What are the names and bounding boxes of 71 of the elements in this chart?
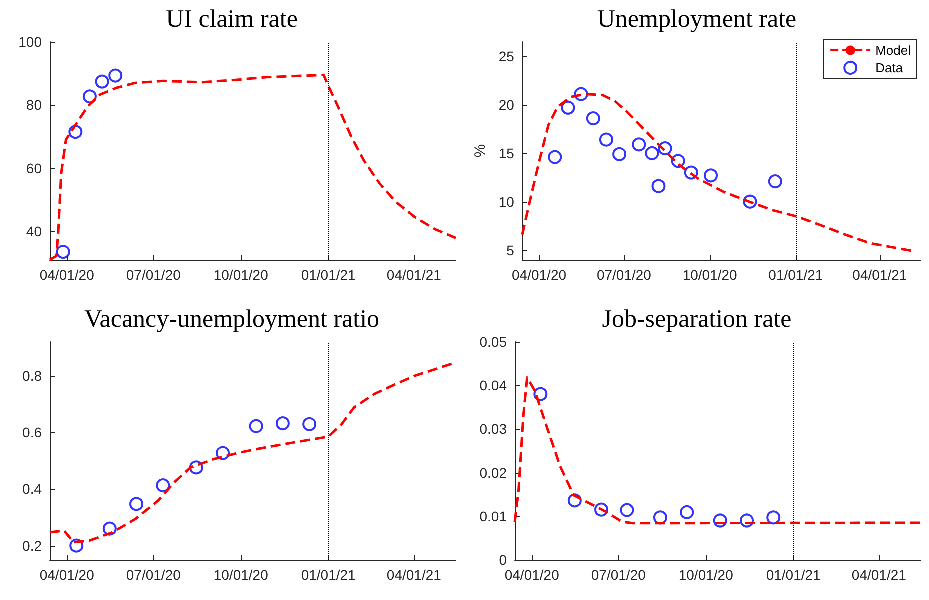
y-tick-label: 0.2 [22,538,42,554]
x-tick-label: 10/01/20 [214,567,269,583]
x-tick-label: 04/01/21 [852,567,907,583]
y-tick-label: 60 [26,160,42,176]
y-tick-label: 0.01 [480,508,508,524]
point [534,387,548,402]
x-tick-label: 04/01/21 [852,267,908,283]
point [302,417,317,432]
y-tick-label: 0.05 [480,334,508,350]
point [704,168,718,183]
point [612,147,627,162]
y-tick-label: 80 [26,97,42,114]
point [276,416,290,431]
y-tick-label: 10 [498,194,515,210]
x-tick-label: 07/01/20 [591,567,646,583]
y-tick-label: 15 [498,145,515,162]
point [645,146,660,160]
point [95,74,110,89]
y-tick-label: 5 [506,242,515,258]
legend-label: Data [876,60,904,76]
y-tick-label: 0 [499,552,508,568]
x-tick-label: 04/01/20 [504,567,560,583]
x-tick-label: 04/01/20 [40,567,95,583]
x-tick-label: 04/01/21 [386,267,442,283]
chart-title: UI claim rate [166,6,298,33]
point [766,510,781,525]
y-axis-title: % [472,144,489,158]
point [632,138,646,152]
point [108,68,123,83]
point [586,112,600,126]
x-tick-label: 01/01/21 [766,567,822,583]
x-tick-label: 10/01/20 [678,567,734,583]
y-tick-label: 0.03 [480,421,508,438]
y-tick-label: 0.4 [22,481,42,498]
x-tick-label: 07/01/20 [126,267,182,283]
x-tick-label: 07/01/20 [126,567,182,583]
point [548,150,562,164]
point [561,100,576,115]
x-tick-label: 07/01/20 [596,267,652,283]
point [768,174,782,189]
y-tick-label: 40 [26,224,42,240]
y-tick-label: 0.8 [22,368,42,384]
x-tick-label: 10/01/20 [214,267,269,283]
point [620,503,634,518]
x-tick-label: 04/01/21 [386,567,442,583]
x-tick-label: 01/01/21 [768,267,824,283]
y-tick-label: 25 [498,48,515,65]
point [130,497,144,512]
y-tick-label: 0.04 [480,378,508,394]
point [56,245,70,260]
y-tick-label: 0.6 [22,424,42,441]
point [82,90,97,104]
chart-title: Job-separation rate [602,306,792,333]
point [156,478,170,493]
point [599,132,614,147]
point [249,419,264,434]
line-series [514,376,922,525]
y-tick-label: 100 [18,34,42,50]
point [680,505,694,520]
chart-title: Vacancy-unemployment ratio [84,306,380,333]
point [653,510,668,525]
y-tick-label: 20 [498,96,515,113]
x-tick-label: 04/01/20 [40,267,95,283]
x-tick-label: 10/01/20 [682,267,738,283]
x-tick-label: 01/01/21 [301,267,356,283]
point [652,179,666,194]
x-tick-label: 01/01/21 [301,567,356,583]
x-tick-label: 04/01/20 [512,267,567,283]
legend-label: Model [876,43,912,58]
y-tick-label: 0.02 [480,464,508,481]
chart-title: Unemployment rate [597,6,797,33]
